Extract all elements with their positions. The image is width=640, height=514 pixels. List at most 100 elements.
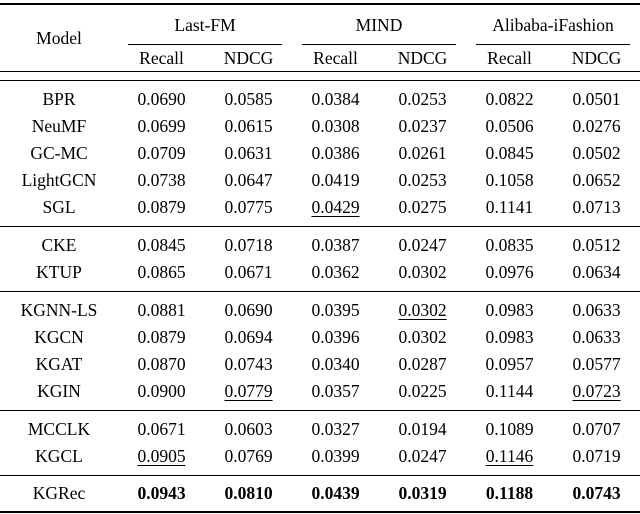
metric-value-cell: 0.0870 bbox=[118, 351, 205, 378]
metric-value: 0.0275 bbox=[398, 197, 447, 217]
metric-value: 0.0308 bbox=[311, 116, 360, 136]
metric-value-cell: 0.1188 bbox=[466, 476, 553, 513]
group-header-alibaba-ifashion: Alibaba-iFashion bbox=[466, 4, 640, 45]
metric-value: 0.0881 bbox=[137, 300, 186, 320]
metric-value-cell: 0.0719 bbox=[553, 443, 640, 476]
metric-value: 0.0501 bbox=[572, 89, 621, 109]
metric-value: 0.0845 bbox=[485, 143, 534, 163]
table-row: KGAT 0.0870 0.0743 0.0340 0.0287 0.0957 0.0577 bbox=[0, 351, 640, 378]
metric-value: 0.0718 bbox=[224, 235, 273, 255]
metric-value: 0.0709 bbox=[137, 143, 186, 163]
model-name-cell: KGNN-LS bbox=[20, 300, 98, 320]
metric-value-cell: 0.0865 bbox=[118, 259, 205, 292]
metric-value-cell: 0.0723 bbox=[553, 378, 640, 411]
metric-value: 0.0247 bbox=[398, 235, 447, 255]
metric-value-cell: 0.0879 bbox=[118, 324, 205, 351]
metric-value-cell: 0.0419 bbox=[292, 167, 379, 194]
metric-value: 0.0502 bbox=[572, 143, 621, 163]
metric-value-cell: 0.0603 bbox=[205, 411, 292, 444]
metric-value-cell: 0.0633 bbox=[553, 324, 640, 351]
header-double-rule bbox=[0, 71, 640, 81]
metric-value-cell: 0.0845 bbox=[466, 140, 553, 167]
table-row: GC-MC 0.0709 0.0631 0.0386 0.0261 0.0845 0.050… bbox=[0, 140, 640, 167]
metric-value: 0.1188 bbox=[485, 483, 534, 503]
metric-value-cell: 0.0671 bbox=[118, 411, 205, 444]
metric-value: 0.0957 bbox=[485, 354, 534, 374]
metric-value: 0.0302 bbox=[398, 300, 447, 320]
metric-value: 0.0743 bbox=[572, 483, 621, 503]
group-header-mind: MIND bbox=[292, 4, 466, 45]
row-group-general-cf: BPR 0.0690 0.0585 0.0384 0.0253 0.0822 0.0501 N… bbox=[0, 81, 640, 227]
metric-value: 0.0835 bbox=[485, 235, 534, 255]
metric-value: 0.0399 bbox=[311, 446, 360, 466]
metric-value: 0.0810 bbox=[224, 483, 273, 503]
metric-value-cell: 0.0694 bbox=[205, 324, 292, 351]
metric-value: 0.1089 bbox=[485, 419, 534, 439]
metric-value: 0.0879 bbox=[137, 327, 186, 347]
model-name-cell: KGCL bbox=[35, 446, 83, 466]
metric-value-cell: 0.0699 bbox=[118, 113, 205, 140]
table-row: KGRec 0.0943 0.0810 0.0439 0.0319 0.1188 0.074… bbox=[0, 476, 640, 513]
metric-value-cell: 0.0387 bbox=[292, 227, 379, 260]
metric-value: 0.0512 bbox=[572, 235, 621, 255]
row-group-contrastive: MCCLK 0.0671 0.0603 0.0327 0.0194 0.1089 0.070… bbox=[0, 410, 640, 476]
metric-value: 0.0237 bbox=[398, 116, 447, 136]
metric-value-cell: 0.0671 bbox=[205, 259, 292, 292]
metric-value: 0.0822 bbox=[485, 89, 534, 109]
metric-value-cell: 0.0302 bbox=[379, 292, 466, 325]
metric-value: 0.0247 bbox=[398, 446, 447, 466]
metric-value-cell: 0.0357 bbox=[292, 378, 379, 411]
metric-value-cell: 0.0225 bbox=[379, 378, 466, 411]
table-row: KGNN-LS 0.0881 0.0690 0.0395 0.0302 0.0983 0.0… bbox=[0, 292, 640, 325]
metric-value: 0.0699 bbox=[137, 116, 186, 136]
metric-value: 0.0719 bbox=[572, 446, 621, 466]
metric-value: 0.0983 bbox=[485, 300, 534, 320]
metric-value: 0.0631 bbox=[224, 143, 273, 163]
metric-value: 0.0690 bbox=[224, 300, 273, 320]
model-name-cell: NeuMF bbox=[31, 116, 87, 136]
table-header: Model Last-FM MIND Alibaba-iFashion Reca… bbox=[0, 4, 640, 81]
model-name-cell: GC-MC bbox=[30, 143, 88, 163]
metric-value-cell: 0.0943 bbox=[118, 476, 205, 513]
model-name-cell: BPR bbox=[42, 89, 76, 109]
metric-value: 0.0983 bbox=[485, 327, 534, 347]
metric-value-cell: 0.0362 bbox=[292, 259, 379, 292]
metric-value: 0.0395 bbox=[311, 300, 360, 320]
metric-value-cell: 0.0395 bbox=[292, 292, 379, 325]
metric-value-cell: 0.0976 bbox=[466, 259, 553, 292]
metric-header-ndcg: NDCG bbox=[571, 47, 622, 68]
table-row: BPR 0.0690 0.0585 0.0384 0.0253 0.0822 0.0501 bbox=[0, 81, 640, 114]
metric-value: 0.0900 bbox=[137, 381, 186, 401]
metric-value-cell: 0.0835 bbox=[466, 227, 553, 260]
metric-value: 0.0690 bbox=[137, 89, 186, 109]
metric-value: 0.0340 bbox=[311, 354, 360, 374]
metric-value-cell: 0.0615 bbox=[205, 113, 292, 140]
metric-value: 0.1146 bbox=[485, 446, 534, 466]
metric-value: 0.0723 bbox=[572, 381, 621, 401]
metric-value: 0.1144 bbox=[485, 381, 534, 401]
metric-value-cell: 0.0247 bbox=[379, 443, 466, 476]
row-group-ours: KGRec 0.0943 0.0810 0.0439 0.0319 0.1188 0.074… bbox=[0, 475, 640, 513]
metric-value: 0.1141 bbox=[485, 197, 534, 217]
metric-value: 0.0634 bbox=[572, 262, 621, 282]
metric-value-cell: 0.0237 bbox=[379, 113, 466, 140]
table-row: KGCL 0.0905 0.0769 0.0399 0.0247 0.1146 0.0719 bbox=[0, 443, 640, 476]
metric-value: 0.0976 bbox=[485, 262, 534, 282]
metric-value-cell: 0.0845 bbox=[118, 227, 205, 260]
metric-value-cell: 0.0779 bbox=[205, 378, 292, 411]
metric-value-cell: 0.0957 bbox=[466, 351, 553, 378]
metric-value: 0.0694 bbox=[224, 327, 273, 347]
metric-value-cell: 0.0690 bbox=[118, 81, 205, 114]
row-group-gnn-based: KGNN-LS 0.0881 0.0690 0.0395 0.0302 0.0983 0.0… bbox=[0, 291, 640, 411]
metric-value: 0.0506 bbox=[485, 116, 534, 136]
table-row: MCCLK 0.0671 0.0603 0.0327 0.0194 0.1089 0.070… bbox=[0, 411, 640, 444]
metric-value-cell: 0.0386 bbox=[292, 140, 379, 167]
metric-value-cell: 0.0743 bbox=[553, 476, 640, 513]
metric-value: 0.0633 bbox=[572, 300, 621, 320]
metric-value: 0.0302 bbox=[398, 262, 447, 282]
metric-value-cell: 0.0738 bbox=[118, 167, 205, 194]
metric-value-cell: 0.0275 bbox=[379, 194, 466, 227]
row-group-embedding-based: CKE 0.0845 0.0718 0.0387 0.0247 0.0835 0.0512 K… bbox=[0, 226, 640, 292]
metric-value: 0.0585 bbox=[224, 89, 273, 109]
metric-value: 0.0439 bbox=[311, 483, 360, 503]
